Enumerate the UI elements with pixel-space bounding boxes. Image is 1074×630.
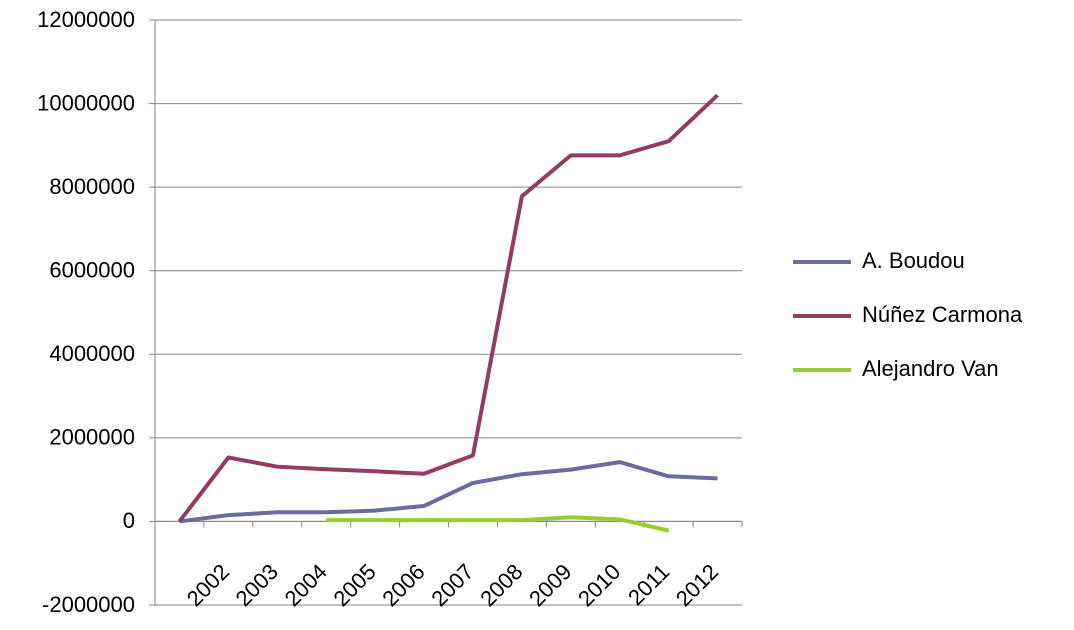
series-line [179,460,718,524]
x-tick-label: 2004 [280,559,332,611]
y-tick-label: -2000000 [42,592,135,617]
x-tick-label: 2002 [182,559,234,611]
x-tick-label: 2005 [328,559,380,611]
x-tick-label: 2010 [573,559,625,611]
y-tick-label: 6000000 [49,258,135,283]
legend-label: Núñez Carmona [862,302,1023,327]
x-tick-label: 2003 [231,559,283,611]
x-tick-label: 2007 [426,559,478,611]
x-tick-label: 2011 [623,559,674,610]
x-tick-label: 2009 [524,559,576,611]
x-tick-label: 2012 [671,559,723,611]
y-tick-label: 8000000 [49,174,135,199]
legend-label: A. Boudou [862,248,965,273]
x-tick-label: 2008 [475,559,527,611]
series-line [177,93,719,523]
legend-label: Alejandro Van [862,356,999,381]
y-tick-label: 0 [123,508,135,533]
x-tick-label: 2006 [377,559,429,611]
y-tick-label: 4000000 [49,341,135,366]
y-tick-label: 12000000 [37,7,135,32]
series-line [326,515,670,533]
y-tick-label: 10000000 [37,90,135,115]
y-tick-label: 2000000 [49,425,135,450]
